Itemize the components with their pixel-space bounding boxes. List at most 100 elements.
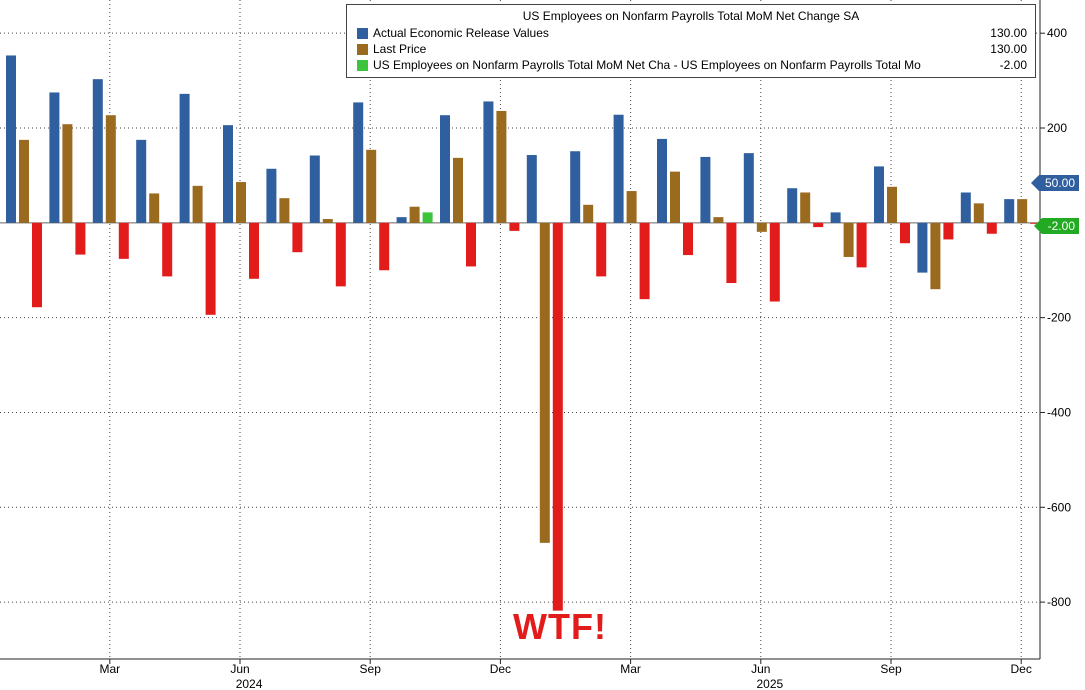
bar-actual	[787, 188, 798, 223]
bar-actual	[613, 114, 624, 223]
bar-last-price	[236, 182, 246, 223]
bar-last-price	[973, 203, 984, 223]
bar-difference	[683, 222, 693, 256]
legend-row-last-price: Last Price 130.00	[357, 42, 1027, 58]
bar-last-price	[887, 186, 897, 223]
bar-difference	[75, 222, 86, 255]
bar-last-price	[62, 124, 73, 223]
bar-actual	[657, 138, 667, 223]
bar-actual	[743, 153, 754, 223]
bar-last-price	[930, 222, 941, 290]
bar-last-price	[105, 115, 116, 223]
legend-row-difference: US Employees on Nonfarm Payrolls Total M…	[357, 58, 1027, 74]
bar-last-price	[453, 157, 463, 223]
bar-actual	[874, 166, 884, 223]
bar-last-price	[756, 222, 767, 232]
x-tick-label: Mar	[99, 662, 120, 676]
bar-difference	[856, 222, 867, 268]
bar-actual	[700, 156, 711, 223]
bar-actual	[223, 125, 233, 223]
bar-actual	[960, 192, 971, 223]
bar-actual	[179, 93, 190, 223]
bar-actual	[309, 155, 320, 223]
bar-last-price	[19, 139, 29, 223]
bar-difference	[726, 222, 737, 284]
x-tick-label: Jun	[230, 662, 249, 676]
legend-row-actual: Actual Economic Release Values 130.00	[357, 26, 1027, 42]
x-tick-label: Dec	[1011, 662, 1032, 676]
legend-value-difference: -2.00	[999, 58, 1027, 72]
bar-difference	[335, 222, 346, 287]
bar-difference	[509, 222, 520, 231]
bar-actual	[49, 92, 60, 223]
bar-last-price	[366, 149, 377, 223]
bar-last-price	[496, 110, 507, 223]
legend-value-last-price: 130.00	[990, 42, 1027, 56]
y-tick-label: -800	[1047, 595, 1071, 609]
bar-last-price	[322, 219, 333, 223]
x-tick-label: Dec	[490, 662, 511, 676]
bar-difference	[466, 222, 476, 267]
legend-swatch-last-price	[357, 44, 368, 55]
legend-value-actual: 130.00	[990, 26, 1027, 40]
bar-actual	[136, 139, 147, 223]
bar-last-price	[192, 185, 203, 223]
grid-lines	[0, 0, 1040, 659]
x-tick-label: Jun	[751, 662, 770, 676]
y-tick-label: -600	[1047, 500, 1071, 514]
y-tick-label: 200	[1047, 121, 1067, 135]
legend-label-difference: US Employees on Nonfarm Payrolls Total M…	[373, 58, 921, 72]
bar-difference	[552, 222, 563, 611]
bar-last-price	[583, 204, 594, 223]
legend-swatch-difference	[357, 60, 368, 71]
bar-difference	[205, 222, 216, 315]
y-tick-label: -400	[1047, 405, 1071, 419]
bar-actual	[570, 151, 581, 223]
last-value-tag-actual: 50.00	[1030, 175, 1079, 192]
bar-difference	[900, 222, 910, 244]
bar-last-price	[670, 171, 680, 223]
bar-last-price	[626, 191, 637, 223]
bar-last-price	[843, 222, 854, 257]
bar-actual	[353, 102, 364, 223]
bar-actual	[396, 217, 407, 223]
legend-title: US Employees on Nonfarm Payrolls Total M…	[522, 9, 860, 23]
x-tick-label: Mar	[620, 662, 641, 676]
bar-actual	[266, 168, 277, 223]
legend-swatch-actual	[357, 28, 368, 39]
bar-difference	[162, 222, 173, 277]
bar-difference	[32, 222, 42, 308]
bar-difference	[422, 212, 433, 223]
bar-last-price	[713, 217, 724, 223]
bar-difference	[639, 222, 650, 300]
legend-label-actual: Actual Economic Release Values	[373, 26, 549, 40]
legend: US Employees on Nonfarm Payrolls Total M…	[346, 4, 1036, 78]
last-value-tag-difference: -2.00	[1033, 217, 1079, 234]
wtf-annotation: WTF!	[513, 606, 607, 647]
bar-actual	[526, 155, 537, 223]
y-tick-label: -200	[1047, 311, 1071, 325]
bar-actual	[830, 212, 841, 223]
bar-actual	[1004, 199, 1015, 223]
bar-last-price	[409, 206, 420, 223]
bar-actual	[483, 101, 494, 223]
x-year-label: 2024	[236, 677, 263, 690]
legend-label-last-price: Last Price	[373, 42, 427, 56]
bar-actual	[440, 115, 450, 223]
bar-last-price	[149, 193, 160, 223]
bar-actual	[917, 222, 928, 273]
bar-actual	[6, 55, 16, 223]
bar-last-price	[1017, 199, 1028, 223]
bar-difference	[118, 222, 129, 259]
bar-last-price	[800, 192, 811, 223]
bar-difference	[813, 222, 824, 228]
y-tick-label: 400	[1047, 26, 1067, 40]
x-tick-label: Sep	[880, 662, 902, 676]
bars	[6, 55, 1041, 611]
bar-difference	[379, 222, 390, 271]
bar-difference	[769, 222, 780, 302]
bar-last-price	[539, 222, 550, 543]
bar-actual	[92, 79, 103, 223]
